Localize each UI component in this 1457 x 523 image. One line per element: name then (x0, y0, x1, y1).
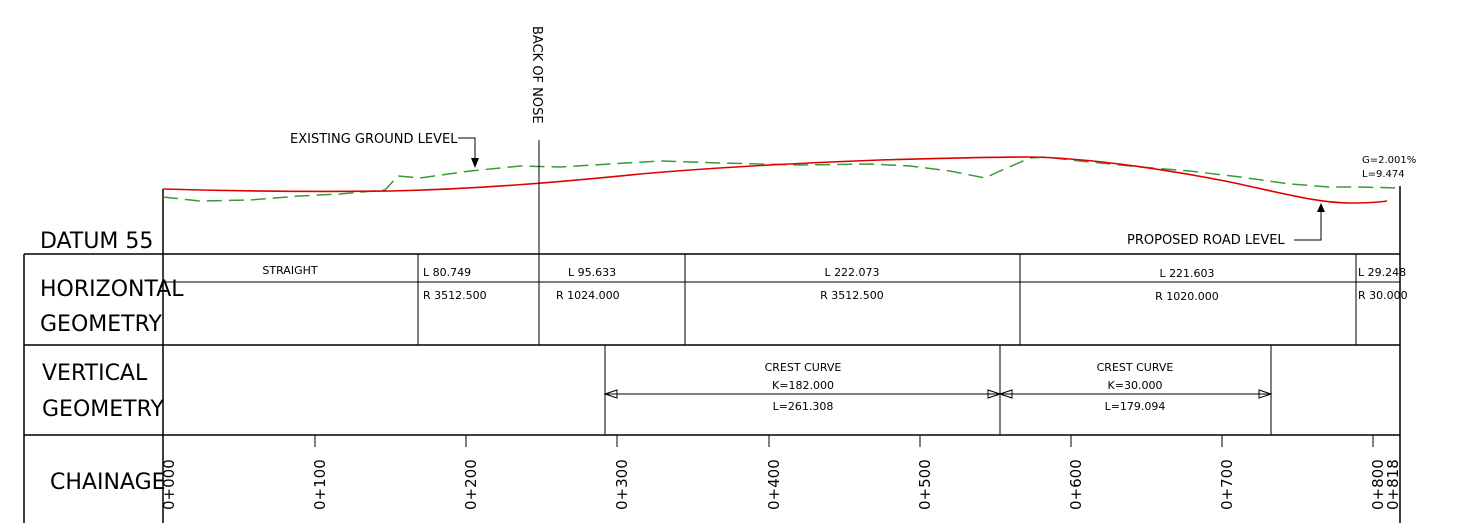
chainage-label: 0+700 (1218, 459, 1236, 510)
vg-arrowhead (1258, 389, 1273, 399)
chainage-label: 0+800 (1369, 459, 1387, 510)
chainage-label: 0+818 (1384, 459, 1402, 510)
proposed-road-leader (1294, 212, 1322, 241)
existing-ground-label: EXISTING GROUND LEVEL (290, 132, 458, 147)
chainage-row: 0+000 0+100 0+200 0+300 0+400 0+500 0+60… (160, 435, 1402, 510)
hg-cell-bottom: R 1024.000 (556, 289, 620, 302)
chainage-header: CHAINAGE (50, 470, 166, 495)
back-of-nose-label: BACK OF NOSE (529, 26, 544, 124)
vg-arrowhead (998, 389, 1013, 399)
table-grid (23, 253, 1401, 523)
horizontal-geometry-row: STRAIGHT L 80.749 R 3512.500 L 95.633 R … (163, 254, 1408, 345)
vertical-header-line2: GEOMETRY (42, 397, 164, 422)
hg-cell-top: L 80.749 (423, 266, 471, 279)
vg-curve-title: CREST CURVE (765, 361, 842, 374)
existing-ground-leader (458, 137, 476, 160)
end-grade-l: L=9.474 (1362, 169, 1405, 180)
proposed-road-line (162, 156, 1388, 204)
existing-ground-arrow (471, 158, 479, 168)
hg-cell-top: L 222.073 (824, 266, 879, 279)
hg-cell-bottom: R 3512.500 (423, 289, 487, 302)
vg-arrowhead (603, 389, 618, 399)
hg-cell-top: L 95.633 (568, 266, 616, 279)
vg-curve-k: K=30.000 (1108, 379, 1163, 392)
profile-area: BACK OF NOSE EXISTING GROUND LEVEL PROPO… (40, 26, 1416, 345)
vg-arrowhead (987, 389, 1002, 399)
chainage-label: 0+000 (160, 459, 178, 510)
hg-cell-top: L 221.603 (1159, 267, 1214, 280)
end-grade-g: G=2.001% (1362, 155, 1416, 166)
hg-cell-bottom: R 1020.000 (1155, 290, 1219, 303)
chainage-label: 0+600 (1067, 459, 1085, 510)
horizontal-header-line2: GEOMETRY (40, 312, 162, 337)
hg-cell-top: L 29.248 (1358, 266, 1406, 279)
row-headers: HORIZONTAL GEOMETRY VERTICAL GEOMETRY CH… (40, 277, 184, 495)
chainage-label: 0+100 (311, 459, 329, 510)
vg-curve-l: L=261.308 (773, 400, 834, 413)
vg-curve-l: L=179.094 (1105, 400, 1166, 413)
vertical-geometry-row: CREST CURVE K=182.000 L=261.308 CREST CU… (603, 345, 1273, 435)
vg-curve-title: CREST CURVE (1097, 361, 1174, 374)
hg-cell-top: STRAIGHT (262, 264, 317, 277)
proposed-road-label: PROPOSED ROAD LEVEL (1127, 233, 1285, 248)
hg-cell-bottom: R 3512.500 (820, 289, 884, 302)
chainage-label: 0+500 (916, 459, 934, 510)
hg-cell-bottom: R 30.000 (1358, 289, 1408, 302)
vg-curve-k: K=182.000 (772, 379, 834, 392)
datum-label: DATUM 55 (40, 229, 153, 254)
horizontal-header-line1: HORIZONTAL (40, 277, 184, 302)
chainage-label: 0+200 (462, 459, 480, 510)
chainage-label: 0+400 (765, 459, 783, 510)
proposed-road-arrow (1317, 203, 1325, 212)
chainage-label: 0+300 (613, 459, 631, 510)
vertical-header-line1: VERTICAL (42, 361, 148, 386)
